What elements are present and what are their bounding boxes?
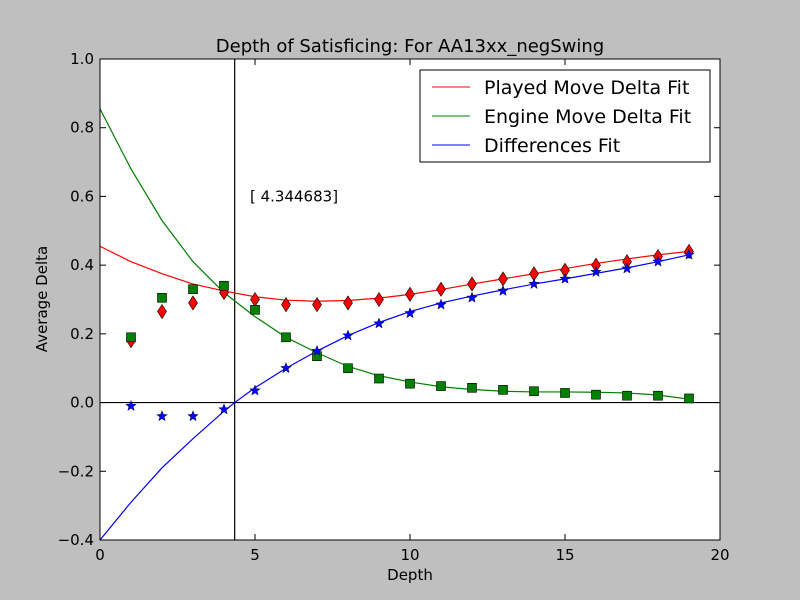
data-point-difference <box>590 265 602 277</box>
data-point-difference <box>528 277 540 289</box>
data-point-difference <box>466 291 478 303</box>
data-point-engine <box>250 305 260 315</box>
y-tick-label: 0.2 <box>70 325 94 343</box>
data-point-engine <box>653 390 663 401</box>
data-point-engine <box>591 389 601 400</box>
data-point-difference <box>187 410 199 422</box>
data-point-engine <box>157 292 167 303</box>
annotation-text: [ 4.344683] <box>250 187 338 205</box>
fit-line-1 <box>99 108 690 400</box>
data-point-engine <box>529 386 539 397</box>
data-point-engine <box>560 388 570 398</box>
data-point-difference <box>311 344 323 356</box>
chart-title: Depth of Satisficing: For AA13xx_negSwin… <box>216 36 604 57</box>
legend: Played Move Delta Fit Engine Move Delta … <box>419 69 711 163</box>
data-point-difference <box>280 362 292 374</box>
data-point-difference <box>373 317 385 329</box>
y-tick-label: 0.6 <box>70 187 94 205</box>
data-point-difference <box>435 298 447 310</box>
data-point-difference <box>652 255 664 267</box>
data-point-engine <box>219 280 229 291</box>
data-point-difference <box>621 262 633 274</box>
data-point-engine <box>622 390 632 401</box>
data-point-difference <box>249 384 261 396</box>
data-point-difference <box>156 410 168 422</box>
y-tick-label: −0.2 <box>58 462 94 480</box>
legend-label-engine: Engine Move Delta Fit <box>484 106 691 128</box>
y-tick-label: −0.4 <box>58 531 94 549</box>
x-tick-label: 10 <box>400 546 419 564</box>
data-point-engine <box>436 381 446 391</box>
y-tick-label: 0.8 <box>70 119 94 137</box>
x-tick-label: 5 <box>250 546 260 564</box>
x-tick-label: 15 <box>555 546 574 564</box>
data-point-played <box>405 286 415 302</box>
x-tick-label: 0 <box>95 546 105 564</box>
data-point-difference <box>218 403 230 415</box>
data-point-difference <box>404 307 416 319</box>
data-point-played <box>312 297 322 313</box>
data-point-played <box>281 297 291 313</box>
data-point-difference <box>125 399 137 411</box>
data-point-engine <box>126 332 136 343</box>
data-point-difference <box>559 272 571 284</box>
data-point-played <box>374 291 384 308</box>
y-axis-label: Average Delta <box>33 246 51 352</box>
legend-label-played: Played Move Delta Fit <box>484 77 689 99</box>
data-point-difference <box>683 248 695 260</box>
data-point-difference <box>342 329 354 341</box>
data-point-engine <box>498 385 508 395</box>
data-point-difference <box>497 284 509 296</box>
data-point-played <box>188 295 198 311</box>
data-point-played <box>343 295 353 311</box>
y-tick-label: 0.4 <box>70 256 94 274</box>
data-point-engine <box>684 393 694 404</box>
data-point-engine <box>374 373 384 384</box>
y-tick-label: 1.0 <box>70 50 94 68</box>
data-point-engine <box>405 378 415 389</box>
legend-label-differences: Differences Fit <box>484 135 620 157</box>
x-tick-label: 20 <box>710 546 729 564</box>
data-point-played <box>467 276 477 292</box>
data-point-engine <box>343 363 353 374</box>
x-axis-label: Depth <box>387 566 433 584</box>
data-point-played <box>157 303 167 320</box>
data-point-engine <box>467 382 477 393</box>
fit-line-0 <box>99 245 690 302</box>
y-tick-label: 0.0 <box>70 394 94 412</box>
data-point-played <box>436 281 446 297</box>
data-point-engine <box>188 284 198 294</box>
data-point-engine <box>281 332 291 343</box>
